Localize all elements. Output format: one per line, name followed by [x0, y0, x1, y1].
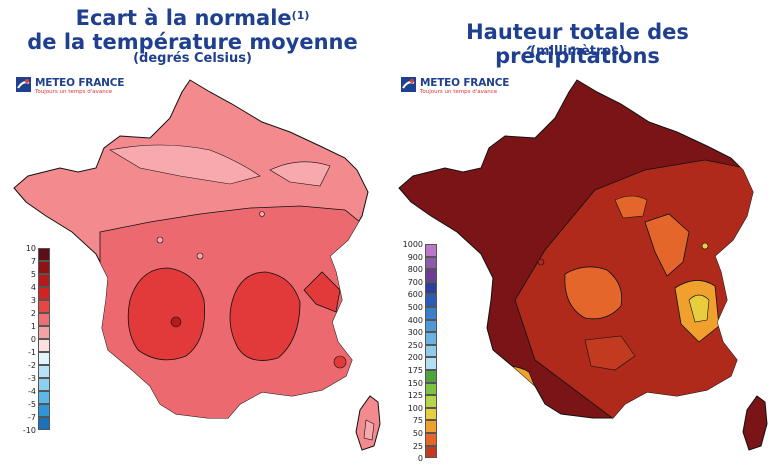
- precipitation-legend-label: 600: [407, 290, 423, 300]
- temperature-legend-label: 1: [30, 322, 36, 331]
- temperature-legend-label: 7: [30, 257, 36, 266]
- precipitation-legend-label: 25: [412, 441, 423, 451]
- temperature-legend-swatch: [38, 391, 50, 404]
- precipitation-legend-label: 700: [407, 277, 423, 287]
- precipitation-legend-label: 50: [412, 429, 423, 438]
- precipitation-legend-label: 75: [412, 416, 423, 426]
- precipitation-legend-label: 900: [407, 252, 423, 262]
- precipitation-legend-label: 100: [407, 403, 423, 413]
- precipitation-legend-swatch: [425, 370, 437, 383]
- precipitation-panel: Hauteur totale des précipitations (milli…: [385, 0, 770, 471]
- precipitation-legend-swatch: [425, 420, 437, 433]
- precipitation-legend-swatch: [425, 407, 437, 421]
- temperature-legend-swatch: [38, 313, 50, 326]
- temperature-legend-swatch: [38, 248, 50, 261]
- precipitation-legend-swatch: [425, 294, 437, 307]
- temperature-title: Ecart à la normale(1): [0, 6, 385, 30]
- precipitation-legend-label: 300: [407, 328, 423, 338]
- temperature-legend-label: -7: [28, 413, 36, 422]
- temperature-legend-swatch: [38, 417, 50, 430]
- precipitation-legend-label: 1000: [402, 240, 423, 249]
- precipitation-map: [398, 79, 768, 451]
- temperature-mainland: [13, 79, 369, 419]
- temperature-legend-swatch: [38, 326, 50, 339]
- precipitation-legend-swatch: [425, 319, 437, 333]
- temperature-legend-label: 5: [30, 270, 36, 279]
- temperature-legend-swatch: [38, 352, 50, 365]
- logo-tagline: Toujours un temps d'avance: [420, 89, 498, 95]
- temperature-legend-label: -1: [28, 348, 36, 357]
- temperature-legend-swatch: [38, 339, 50, 352]
- precipitation-legend-label: 400: [407, 315, 423, 325]
- temperature-subtitle: (degrés Celsius): [133, 51, 252, 66]
- precipitation-legend-swatch: [425, 382, 437, 396]
- temperature-legend-label: 0: [30, 335, 36, 344]
- temperature-legend-label: -5: [28, 400, 36, 409]
- temperature-legend-label: 4: [30, 283, 36, 292]
- temperature-legend-swatch: [38, 300, 50, 313]
- logo-brand: METEO FRANCE: [35, 77, 125, 89]
- temperature-legend-label: -10: [22, 426, 36, 435]
- temperature-legend-swatch: [38, 287, 50, 300]
- logo-brand: METEO FRANCE: [420, 77, 510, 89]
- temperature-legend-label: -2: [28, 361, 36, 370]
- precipitation-subtitle: (millimètres): [530, 44, 625, 59]
- temperature-legend-label: 2: [30, 309, 36, 318]
- temperature-legend-swatch: [38, 261, 50, 274]
- temperature-legend-label: 10: [25, 244, 36, 253]
- precipitation-legend-swatch: [425, 332, 437, 345]
- precipitation-legend-label: 150: [407, 378, 423, 388]
- temperature-anomaly-map: [13, 79, 381, 451]
- precipitation-legend-swatch: [425, 344, 437, 358]
- temperature-legend-label: -4: [28, 387, 36, 396]
- precipitation-corsica: [742, 395, 768, 451]
- temperature-title-line1: Ecart à la normale: [75, 6, 292, 30]
- title-footnote-marker: (1): [291, 9, 310, 22]
- temperature-corsica: [355, 395, 381, 451]
- precipitation-legend-swatch: [425, 307, 437, 320]
- temperature-legend-swatch: [38, 365, 50, 378]
- precipitation-legend-label: 0: [417, 454, 423, 464]
- precipitation-legend-swatch: [425, 281, 437, 295]
- meteo-france-logo-icon: [401, 77, 416, 92]
- temperature-legend-label: -3: [28, 374, 36, 383]
- precipitation-legend-swatch: [425, 357, 437, 370]
- precipitation-title: Hauteur totale des précipitations: [466, 20, 689, 68]
- precipitation-legend-swatch: [425, 256, 437, 270]
- temperature-anomaly-panel: Ecart à la normale(1) de la température …: [0, 6, 385, 451]
- precipitation-legend-swatch: [425, 445, 437, 459]
- temperature-legend-swatch: [38, 404, 50, 417]
- meteo-france-logo-icon: [16, 77, 31, 92]
- logo-tagline: Toujours un temps d'avance: [35, 89, 113, 95]
- temperature-title-line2: de la température moyenne: [27, 30, 358, 54]
- precipitation-legend-swatch: [425, 433, 437, 446]
- precipitation-legend-swatch: [425, 244, 437, 257]
- precipitation-legend-swatch: [425, 395, 437, 408]
- precipitation-legend-label: 500: [407, 303, 423, 312]
- precipitation-legend-label: 200: [407, 353, 423, 363]
- precipitation-legend-swatch: [425, 269, 437, 282]
- precipitation-legend-label: 800: [407, 265, 423, 275]
- temperature-legend-label: 3: [30, 296, 36, 305]
- precipitation-legend-label: 125: [407, 391, 423, 401]
- precipitation-mainland: [398, 79, 754, 419]
- temperature-legend-swatch: [38, 378, 50, 391]
- temperature-legend-swatch: [38, 274, 50, 287]
- precipitation-legend-label: 250: [407, 340, 423, 350]
- precipitation-legend-label: 175: [407, 366, 423, 375]
